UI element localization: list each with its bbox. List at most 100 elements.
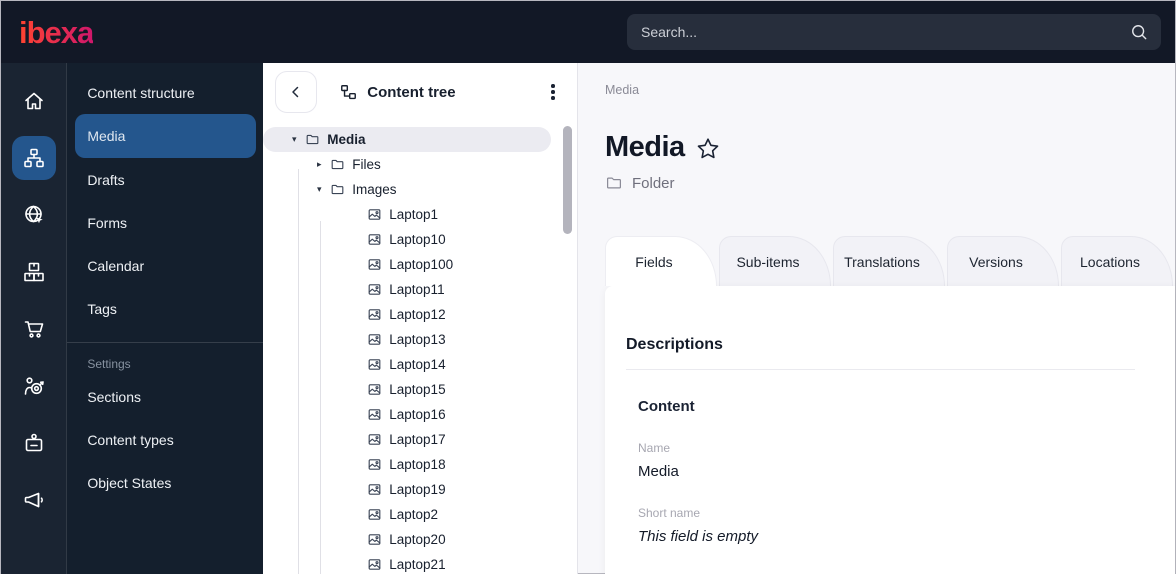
tree-node-label: Laptop20 xyxy=(389,532,446,547)
tree-node-label: Laptop15 xyxy=(389,382,446,397)
top-bar: ibexa xyxy=(1,1,1175,63)
tree-node-label: Laptop21 xyxy=(389,557,446,572)
content-structure-icon xyxy=(22,146,46,170)
content-type-row: Folder xyxy=(605,174,1175,192)
tab-translations[interactable]: Translations xyxy=(832,236,945,286)
field-label-short-name: Short name xyxy=(637,506,701,520)
tab-versions[interactable]: Versions xyxy=(946,236,1059,286)
tab-fields[interactable]: Fields xyxy=(604,236,717,286)
page-title: Media xyxy=(604,131,685,163)
tree-node-label: Laptop17 xyxy=(389,432,446,447)
rail-item-marketing-megaphone[interactable] xyxy=(12,478,56,522)
sidebar-item-drafts[interactable]: Drafts xyxy=(87,171,125,188)
rail-item-customer-portal[interactable] xyxy=(12,421,56,465)
folder-icon xyxy=(305,132,320,147)
sidebar-item-sections[interactable]: Sections xyxy=(87,388,142,405)
image-icon xyxy=(367,232,382,247)
field-value-name: Media xyxy=(637,463,679,480)
tree-node-laptop100[interactable]: Laptop100 xyxy=(263,252,577,277)
rail-item-site-globe[interactable] xyxy=(12,193,56,237)
tree-node-images[interactable]: ▾ Images xyxy=(263,177,577,202)
image-icon xyxy=(367,332,382,347)
rail-item-personalization[interactable] xyxy=(12,364,56,408)
caret-down-icon[interactable]: ▾ xyxy=(292,134,297,144)
main-content: Media Media Folder Fields Sub-items Transl… xyxy=(578,63,1175,574)
chevron-left-icon xyxy=(287,83,305,101)
commerce-cart-icon xyxy=(22,317,46,341)
tree-node-label: Laptop18 xyxy=(389,457,446,472)
tree-node-laptop17[interactable]: Laptop17 xyxy=(263,427,577,452)
search-icon[interactable] xyxy=(1129,22,1149,42)
content-tree: ▾ Media ▸ Files ▾ Images Laptop1 Laptop10 Laptop… xyxy=(263,121,577,574)
field-group-title: Content xyxy=(637,398,695,415)
tree-node-laptop16[interactable]: Laptop16 xyxy=(263,402,577,427)
tree-node-laptop10[interactable]: Laptop10 xyxy=(263,227,577,252)
rail-item-commerce-cart[interactable] xyxy=(12,307,56,351)
icon-rail xyxy=(1,63,68,574)
caret-right-icon[interactable]: ▸ xyxy=(317,159,322,169)
tree-node-laptop2[interactable]: Laptop2 xyxy=(263,502,577,527)
tree-indent-guide xyxy=(320,221,322,574)
sidebar-item-tags[interactable]: Tags xyxy=(87,300,117,317)
tree-node-label: Laptop13 xyxy=(389,332,446,347)
tree-node-label: Laptop12 xyxy=(389,307,446,322)
tree-options-kebab-icon[interactable] xyxy=(545,78,561,106)
customer-portal-icon xyxy=(22,431,46,455)
tree-node-label: Laptop100 xyxy=(389,257,454,272)
tree-node-laptop18[interactable]: Laptop18 xyxy=(263,452,577,477)
tree-node-media[interactable]: ▾ Media xyxy=(263,127,551,152)
search-input[interactable] xyxy=(641,24,1129,40)
tree-node-laptop15[interactable]: Laptop15 xyxy=(263,377,577,402)
image-icon xyxy=(367,207,382,222)
tree-node-laptop1[interactable]: Laptop1 xyxy=(263,202,577,227)
image-icon xyxy=(367,307,382,322)
site-globe-icon xyxy=(22,203,46,227)
tab-locations[interactable]: Locations xyxy=(1060,236,1173,286)
content-type-label: Folder xyxy=(631,174,675,192)
content-tree-title: Content tree xyxy=(339,83,456,102)
tree-node-laptop12[interactable]: Laptop12 xyxy=(263,302,577,327)
bookmark-star-icon[interactable] xyxy=(695,136,721,162)
tree-node-laptop20[interactable]: Laptop20 xyxy=(263,527,577,552)
tab-sub-items[interactable]: Sub-items xyxy=(718,236,831,286)
product-catalog-icon xyxy=(22,260,46,284)
image-icon xyxy=(367,432,382,447)
tree-node-laptop14[interactable]: Laptop14 xyxy=(263,352,577,377)
tree-node-laptop13[interactable]: Laptop13 xyxy=(263,327,577,352)
image-icon xyxy=(367,407,382,422)
collapse-tree-button[interactable] xyxy=(275,71,318,113)
sidebar-item-content-structure[interactable]: Content structure xyxy=(87,84,195,101)
sidebar-menu: Content structure Media Drafts Forms Calenda… xyxy=(67,63,264,574)
tree-indent-guide xyxy=(298,169,300,574)
folder-icon xyxy=(330,182,345,197)
global-search[interactable] xyxy=(627,14,1161,50)
image-icon xyxy=(367,357,382,372)
section-title: Descriptions xyxy=(625,336,723,353)
sidebar-item-object-states[interactable]: Object States xyxy=(87,474,172,491)
tree-node-laptop21[interactable]: Laptop21 xyxy=(263,552,577,574)
sidebar-item-forms[interactable]: Forms xyxy=(87,214,127,231)
sidebar-item-media[interactable]: Media xyxy=(75,114,257,158)
rail-item-content-structure[interactable] xyxy=(11,136,56,180)
content-tree-panel: Content tree ▾ Media ▸ Files ▾ Images Laptop1 L… xyxy=(263,63,578,574)
tree-node-files[interactable]: ▸ Files xyxy=(263,152,577,177)
ibexa-logo: ibexa xyxy=(19,14,94,50)
marketing-megaphone-icon xyxy=(22,488,46,512)
image-icon xyxy=(367,482,382,497)
tree-node-label: Laptop16 xyxy=(389,407,446,422)
breadcrumb: Media xyxy=(604,83,640,97)
sidebar-settings-heading: Settings xyxy=(87,357,131,371)
sidebar-item-calendar[interactable]: Calendar xyxy=(87,257,145,274)
rail-item-home[interactable] xyxy=(12,79,56,123)
tree-node-label: Files xyxy=(352,157,381,172)
field-value-short-name: This field is empty xyxy=(637,528,759,545)
image-icon xyxy=(367,557,382,572)
sidebar-item-content-types[interactable]: Content types xyxy=(87,431,174,448)
caret-down-icon[interactable]: ▾ xyxy=(317,184,322,194)
tree-node-laptop19[interactable]: Laptop19 xyxy=(263,477,577,502)
content-tree-header: Content tree xyxy=(263,63,577,121)
tree-scrollbar-thumb[interactable] xyxy=(562,126,572,234)
tree-node-label: Images xyxy=(352,182,397,197)
tree-node-laptop11[interactable]: Laptop11 xyxy=(263,277,577,302)
rail-item-product-catalog[interactable] xyxy=(12,250,56,294)
